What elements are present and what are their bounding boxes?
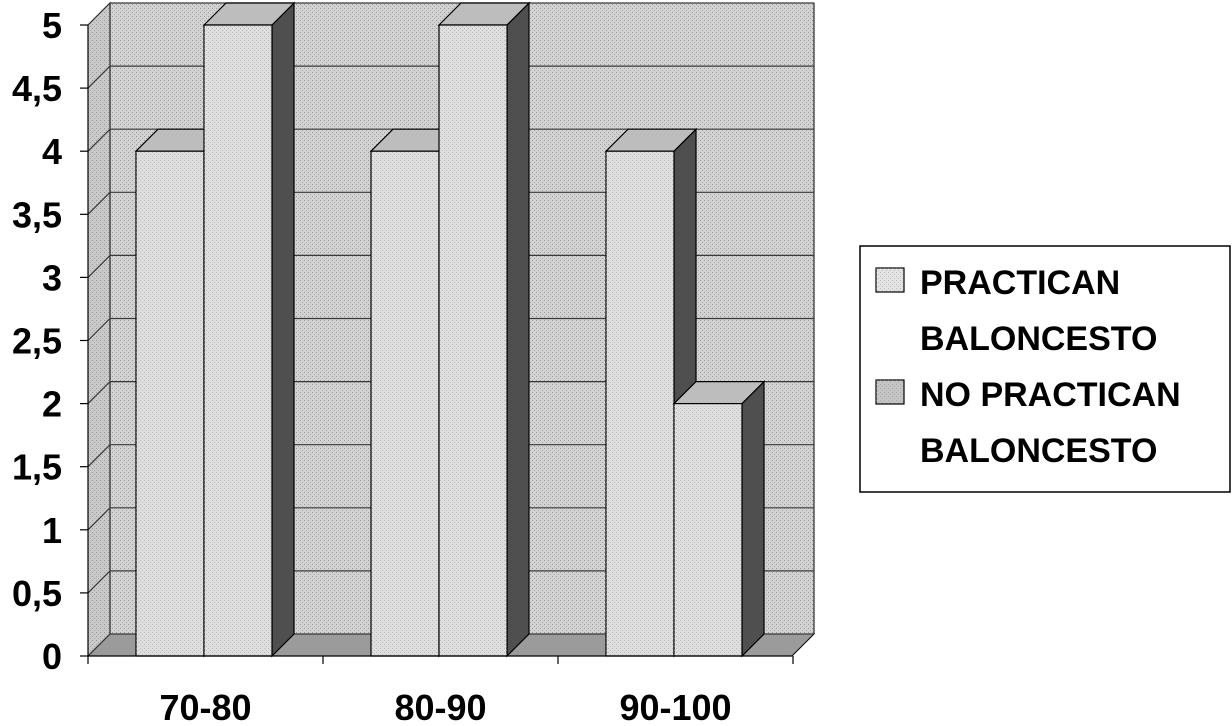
x-tick-label: 80-90 — [394, 687, 486, 726]
gridline — [87, 444, 814, 468]
bar-front-texture — [136, 151, 204, 656]
legend: PRACTICAN BALONCESTO NO PRACTICAN BALONCEST… — [859, 245, 1231, 493]
bar-90-100-series-1 — [604, 127, 698, 658]
bar-front-texture — [204, 25, 272, 656]
bar-front-texture — [371, 151, 439, 656]
axes: 0 0,5 1 1,5 2 2,5 3 3,5 4 4,5 5 70-80 80-90 90-100 — [12, 5, 794, 726]
gridline — [87, 570, 814, 594]
y-tick-label: 2,5 — [12, 321, 62, 362]
bars — [134, 1, 766, 658]
bar-80-90-series-2 — [437, 1, 531, 658]
bar-front-texture — [439, 25, 507, 656]
bar-side — [271, 1, 295, 658]
gridline — [87, 633, 814, 657]
bar-side — [741, 380, 765, 658]
gridline — [87, 2, 814, 26]
legend-label: NO PRACTICAN — [920, 376, 1181, 414]
gridline — [87, 507, 814, 531]
bar-70-80-series-2 — [202, 1, 296, 658]
gridline — [87, 317, 814, 341]
gridline — [87, 65, 814, 89]
y-tick-label: 4,5 — [12, 68, 62, 109]
gridline — [87, 191, 814, 215]
legend-label: PRACTICAN — [920, 264, 1120, 302]
bar-front-texture — [674, 403, 742, 656]
y-tick-label: 1 — [42, 510, 62, 551]
legend-label: BALONCESTO — [920, 320, 1157, 358]
y-tick-label: 2 — [42, 384, 62, 425]
bar-90-100-series-2 — [672, 380, 766, 658]
y-tick-label: 0 — [42, 636, 62, 677]
gridline — [87, 254, 814, 278]
gridline — [87, 128, 814, 152]
legend-swatch-texture — [876, 380, 904, 404]
legend-box — [859, 245, 1231, 493]
x-tick-label: 70-80 — [159, 687, 251, 726]
y-tick-label: 4 — [42, 131, 62, 172]
y-tick-label: 5 — [42, 5, 62, 46]
y-tick-label: 0,5 — [12, 573, 62, 614]
x-tick-label: 90-100 — [619, 687, 731, 726]
y-tick-label: 3 — [42, 257, 62, 298]
legend-label: BALONCESTO — [920, 432, 1157, 470]
bar-front-texture — [606, 151, 674, 656]
y-tick-label: 1,5 — [12, 447, 62, 488]
legend-swatch-texture — [876, 268, 904, 292]
y-tick-label: 3,5 — [12, 194, 62, 235]
bar-side — [506, 1, 530, 658]
gridline — [87, 381, 814, 405]
